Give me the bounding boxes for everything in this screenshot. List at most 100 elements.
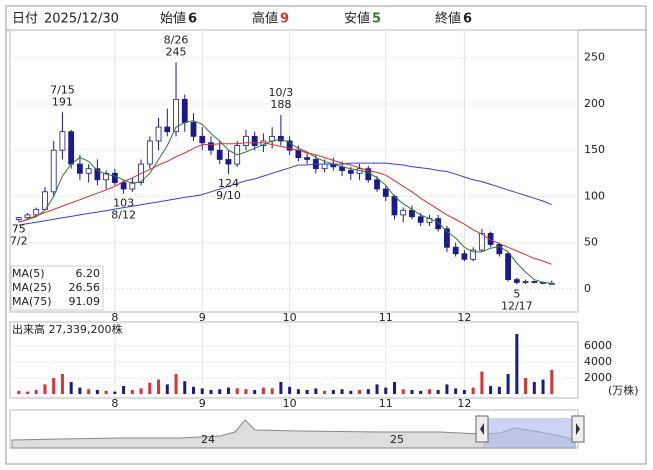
x-tick-label: 11 (379, 397, 393, 410)
candle-body (173, 98, 179, 133)
candle-body (85, 168, 92, 174)
volume-bar (331, 390, 335, 394)
candle-body (120, 182, 127, 190)
volume-bar (375, 384, 379, 394)
x-tick-label: 9 (199, 397, 206, 410)
volume-title: 出来高 27,339,200株 (12, 322, 122, 336)
volume-panel (9, 321, 579, 399)
candle-body (68, 131, 75, 165)
volume-bar (34, 390, 38, 394)
candle-body (522, 281, 529, 283)
volume-bar (165, 384, 169, 394)
low-label: 安値 (344, 11, 370, 27)
volume-bar (323, 390, 327, 394)
volume-title-bg (11, 323, 137, 337)
volume-bar (253, 390, 257, 394)
candle-body (470, 249, 477, 260)
high-label: 高値 (252, 11, 278, 27)
y-tick-label: 100 (584, 189, 605, 202)
candle-body (42, 191, 48, 210)
volume-bar (183, 381, 187, 394)
annotation-value: 188 (270, 98, 291, 111)
candle-body (452, 246, 459, 255)
legend-value: 26.56 (69, 281, 101, 294)
volume-bar (95, 390, 99, 394)
candle-body (155, 126, 162, 142)
volume-bar (436, 390, 440, 394)
volume-bar (454, 388, 458, 394)
candle-body (50, 149, 57, 193)
candle-body (496, 244, 503, 255)
moving-average (18, 162, 552, 226)
volume-bar (419, 390, 423, 394)
volume-bar (305, 390, 309, 394)
volume-bar (489, 386, 493, 394)
volume-bar (87, 389, 91, 394)
candle-body (374, 179, 380, 190)
candle-body (409, 209, 415, 218)
date: 2025/12/30 (44, 12, 119, 27)
volume-bar (139, 388, 143, 394)
candle-body (181, 98, 188, 123)
x-tick-label: 12 (457, 397, 471, 410)
volume-bar (25, 391, 29, 394)
annotation-value: 245 (166, 45, 187, 58)
x-tick-label: 11 (379, 311, 393, 324)
volume-bar (288, 386, 292, 394)
volume-bar (462, 390, 466, 394)
x-tick-label: 8 (111, 311, 118, 324)
y-tick-label: 200 (584, 97, 605, 110)
date-label: 日付 (12, 12, 38, 27)
y-tick-label: 6000 (584, 339, 612, 352)
annotation-label: 10/3 (269, 86, 294, 99)
volume-bar (17, 390, 21, 394)
volume-bar (52, 378, 56, 394)
volume-bar (78, 387, 82, 394)
candle-body (478, 233, 485, 251)
price-panel (9, 29, 579, 313)
legend-value: 91.09 (69, 295, 101, 308)
candle-body (225, 159, 232, 165)
volume-bar (244, 389, 248, 394)
y-tick-label: 150 (584, 143, 605, 156)
volume-bar (427, 389, 431, 394)
candle-body (216, 149, 223, 160)
candle-body (103, 172, 110, 181)
x-tick-label: 9 (199, 311, 206, 324)
candle-body (461, 253, 468, 260)
candle-body (77, 163, 83, 174)
y-tick-label: 250 (584, 51, 605, 64)
candle-body (513, 279, 520, 283)
candle-body (164, 126, 171, 133)
volume-bar (497, 386, 501, 394)
candle-body (444, 228, 450, 248)
annotation-value: 124 (218, 177, 239, 190)
annotation-label: 9/10 (216, 189, 241, 202)
volume-bar (104, 390, 108, 394)
candle-body (208, 142, 214, 151)
volume-bar (113, 391, 117, 394)
navigator-window[interactable] (483, 418, 575, 448)
y-tick-label: 50 (584, 236, 598, 249)
volume-bar (122, 386, 126, 394)
moving-average (18, 120, 552, 284)
candle-body (435, 218, 442, 230)
volume-bar (392, 382, 396, 394)
annotation-label: 8/12 (111, 209, 136, 222)
candle-body (129, 182, 136, 190)
volume-bar (506, 374, 510, 394)
x-tick-label: 8 (111, 397, 118, 410)
candle-body (251, 135, 258, 146)
x-tick-label: 12 (457, 311, 471, 324)
annotation-value: 103 (113, 197, 134, 210)
candle-body (400, 209, 407, 216)
candle-body (286, 140, 293, 151)
annotation-value: 75 (12, 223, 26, 236)
candle-body (59, 131, 66, 151)
candle-body (243, 135, 249, 146)
annotation-value: 191 (52, 95, 73, 108)
close: 6 (463, 12, 472, 27)
volume-bar (384, 387, 388, 394)
